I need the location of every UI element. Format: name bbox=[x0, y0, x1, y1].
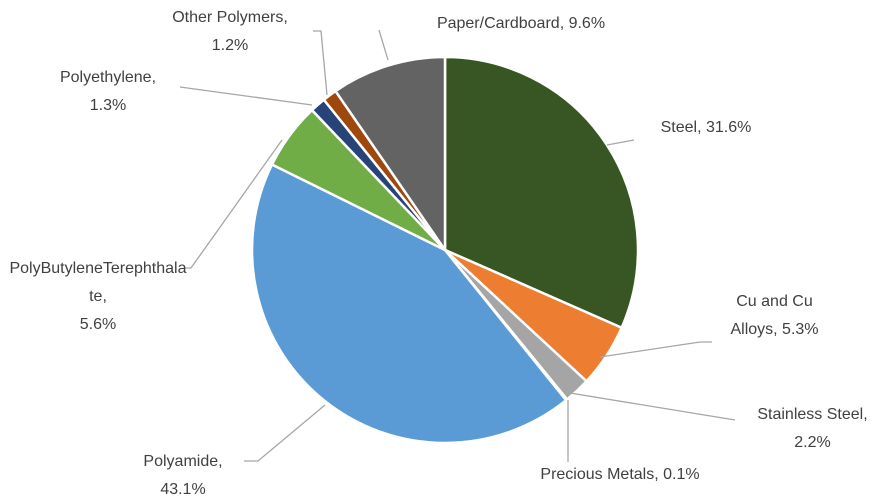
leader-line bbox=[179, 86, 313, 106]
leader-line bbox=[378, 29, 389, 61]
label-separator: , bbox=[151, 69, 157, 86]
label-separator: , bbox=[283, 9, 288, 26]
value-label: 2.2% bbox=[794, 434, 831, 451]
data-label: Stainless Steel, 2.2% bbox=[735, 401, 889, 457]
label-separator: , bbox=[773, 321, 783, 338]
data-label: Paper/Cardboard, 9.6% bbox=[396, 10, 646, 38]
value-label: 5.3% bbox=[782, 321, 819, 338]
data-label: Other Polymers, 1.2% bbox=[140, 4, 320, 60]
category-name: Precious Metals bbox=[540, 466, 655, 483]
label-separator: , bbox=[654, 466, 664, 483]
category-name: PolyButyleneTerephthalate bbox=[9, 260, 187, 305]
label-separator: , bbox=[863, 406, 868, 423]
category-name: Paper/Cardboard bbox=[436, 15, 560, 32]
value-label: 1.3% bbox=[89, 97, 127, 114]
value-label: 0.1% bbox=[663, 466, 700, 483]
data-label: Steel, 31.6% bbox=[636, 114, 776, 142]
label-separator: , bbox=[102, 288, 107, 305]
value-label: 5.6% bbox=[79, 316, 117, 333]
leader-line bbox=[244, 404, 326, 462]
value-label: 9.6% bbox=[568, 15, 606, 32]
leader-line bbox=[313, 30, 328, 96]
category-name: Polyamide bbox=[143, 453, 219, 470]
leader-line bbox=[606, 139, 635, 146]
label-separator: , bbox=[218, 453, 223, 470]
label-separator: , bbox=[697, 119, 706, 136]
category-name: Cu and Cu Alloys bbox=[730, 293, 813, 338]
category-name: Other Polymers bbox=[172, 9, 284, 26]
data-label: Cu and Cu Alloys, 5.3% bbox=[712, 288, 837, 344]
category-name: Steel bbox=[660, 119, 698, 136]
data-label: Polyethylene, 1.3% bbox=[28, 64, 188, 120]
leader-line bbox=[569, 392, 736, 421]
leader-line bbox=[184, 139, 283, 269]
pie-slice bbox=[443, 55, 640, 330]
value-label: 43.1% bbox=[160, 481, 206, 498]
pie-slice bbox=[334, 55, 447, 252]
pie-slice bbox=[250, 163, 568, 445]
data-label: PolyButyleneTerephthalate, 5.6% bbox=[8, 255, 188, 339]
value-label: 1.2% bbox=[211, 37, 249, 54]
category-name: Stainless Steel bbox=[757, 406, 864, 423]
data-label: Polyamide, 43.1% bbox=[118, 448, 248, 504]
leader-line bbox=[599, 341, 712, 358]
data-label: Precious Metals, 0.1% bbox=[505, 461, 735, 489]
label-separator: , bbox=[559, 15, 569, 32]
value-label: 31.6% bbox=[705, 119, 752, 136]
category-name: Polyethylene bbox=[59, 69, 152, 86]
